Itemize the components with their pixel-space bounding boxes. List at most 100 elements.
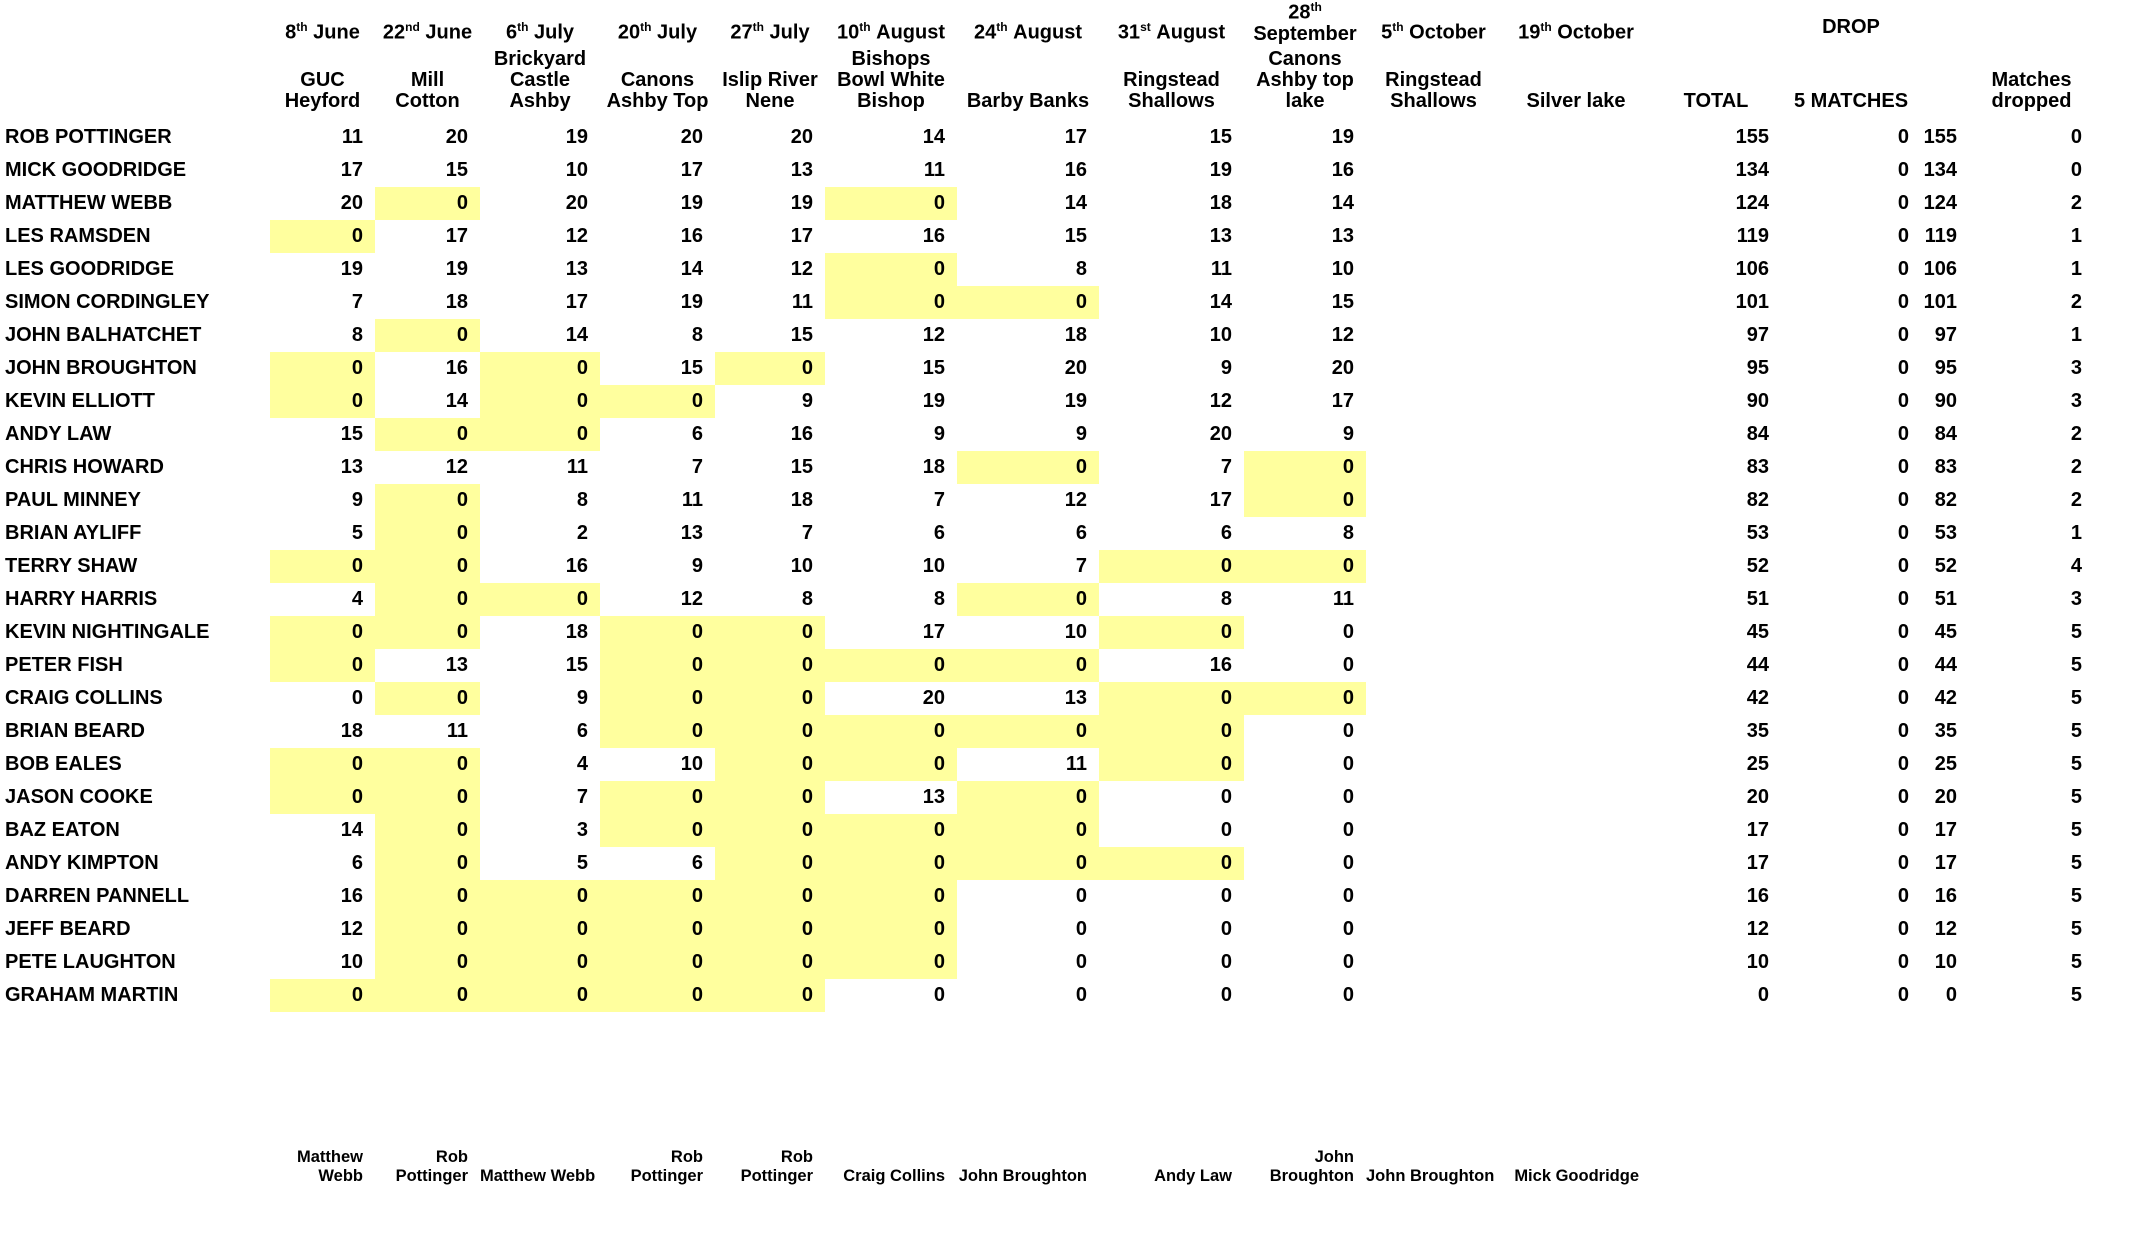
score-cell: 13 xyxy=(790,159,813,181)
score-cell: 20 xyxy=(680,126,703,148)
row-filler xyxy=(2094,814,2151,847)
five-matches-cell: 0 xyxy=(1897,984,1909,1006)
score-cell: 0 xyxy=(1220,951,1232,973)
matches-dropped-cell: 5 xyxy=(2070,720,2082,742)
score-cell: 0 xyxy=(1075,951,1087,973)
score-cell xyxy=(1366,220,1501,253)
score-cell: 8 xyxy=(1220,588,1232,610)
table-row: KEVIN NIGHTINGALE 0 0 18 0 0 17 10 0 0 45 0 45 5 xyxy=(0,616,2151,649)
score-cell: 18 xyxy=(790,489,813,511)
matches-dropped-cell: 5 xyxy=(2070,918,2082,940)
angler-name: MICK GOODRIDGE xyxy=(5,159,187,181)
matches-dropped-cell: 5 xyxy=(2070,786,2082,808)
score-cell: 9 xyxy=(1075,423,1087,445)
score-cell: 0 xyxy=(600,385,715,418)
match-winner: Craig Collins xyxy=(843,1167,945,1185)
score-cell: 0 xyxy=(1099,748,1244,781)
score-cell xyxy=(1501,979,1651,1012)
five-matches-cell: 0 xyxy=(1897,588,1909,610)
score-cell: 7 xyxy=(351,291,363,313)
score-cell: 17 xyxy=(445,225,468,247)
score-cell: 14 xyxy=(1064,192,1087,214)
score-cell: 11 xyxy=(791,291,813,313)
score-cell: 6 xyxy=(933,522,945,544)
score-cell: 13 xyxy=(445,654,468,676)
angler-name: ANDY KIMPTON xyxy=(5,852,159,874)
score-cell: 0 xyxy=(1342,918,1354,940)
matches-dropped-cell: 1 xyxy=(2070,258,2082,280)
score-cell: 9 xyxy=(1342,423,1354,445)
score-cell: 12 xyxy=(340,918,363,940)
score-cell: 0 xyxy=(600,682,715,715)
total-cell: 124 xyxy=(1735,192,1769,214)
score-cell: 19 xyxy=(790,192,813,214)
match-column-header-3: 6th July Brickyard Castle Ashby xyxy=(480,0,600,121)
table-row: TERRY SHAW 0 0 16 9 10 10 7 0 0 52 0 52 4 xyxy=(0,550,2151,583)
score-cell xyxy=(1501,121,1651,154)
total-after-drop-cell: 119 xyxy=(1924,225,1957,247)
row-filler xyxy=(2094,484,2151,517)
total-cell: 106 xyxy=(1735,258,1769,280)
match-winner: John Broughton xyxy=(958,1167,1087,1185)
score-cell xyxy=(1501,550,1651,583)
matches-dropped-cell: 2 xyxy=(2070,456,2082,478)
score-cell xyxy=(1501,352,1651,385)
score-cell: 0 xyxy=(957,715,1099,748)
total-after-drop-cell: 20 xyxy=(1934,786,1957,808)
score-cell xyxy=(1366,451,1501,484)
five-matches-cell: 0 xyxy=(1897,852,1909,874)
date-ordinal: th xyxy=(859,20,871,34)
table-row: BOB EALES 0 0 4 10 0 0 11 0 0 25 0 25 5 xyxy=(0,748,2151,781)
score-cell: 11 xyxy=(566,456,588,478)
total-cell: 10 xyxy=(1746,951,1769,973)
spacer-row xyxy=(0,1012,2151,1142)
five-matches-cell: 0 xyxy=(1897,819,1909,841)
five-matches-cell: 0 xyxy=(1897,357,1909,379)
score-cell: 7 xyxy=(691,456,703,478)
drop-label: DROP xyxy=(1822,16,1880,38)
total-cell: 53 xyxy=(1746,522,1769,544)
matches-dropped-cell: 2 xyxy=(2070,489,2082,511)
row-filler xyxy=(2094,121,2151,154)
total-after-drop-column-header xyxy=(1921,0,1969,121)
score-cell: 0 xyxy=(715,682,825,715)
matches-dropped-label-line1: Matches xyxy=(1991,69,2072,91)
angler-name: TERRY SHAW xyxy=(5,555,138,577)
matches-dropped-cell: 1 xyxy=(2070,225,2082,247)
score-cell: 0 xyxy=(375,583,480,616)
row-filler xyxy=(2094,286,2151,319)
table-row: DARREN PANNELL 16 0 0 0 0 0 0 0 0 16 0 16 5 xyxy=(0,880,2151,913)
matches-dropped-cell: 5 xyxy=(2070,753,2082,775)
matches-dropped-cell: 2 xyxy=(2070,291,2082,313)
row-filler xyxy=(2094,418,2151,451)
score-cell xyxy=(1501,649,1651,682)
score-cell: 15 xyxy=(445,159,468,181)
total-after-drop-cell: 0 xyxy=(1945,984,1957,1006)
score-cell: 0 xyxy=(375,484,480,517)
score-cell: 10 xyxy=(680,753,703,775)
date-ordinal: th xyxy=(296,20,308,34)
score-cell xyxy=(1366,517,1501,550)
score-cell: 15 xyxy=(790,456,813,478)
five-matches-cell: 0 xyxy=(1897,291,1909,313)
row-filler xyxy=(2094,616,2151,649)
table-row: SIMON CORDINGLEY 7 18 17 19 11 0 0 14 15 101 0 101 2 xyxy=(0,286,2151,319)
score-cell: 18 xyxy=(445,291,468,313)
winners-filler xyxy=(1969,1142,2094,1186)
match-date: 5th October xyxy=(1381,20,1486,44)
score-cell: 0 xyxy=(600,946,715,979)
match-venue: Brickyard Castle Ashby xyxy=(493,48,587,112)
score-cell: 7 xyxy=(801,522,813,544)
score-cell: 0 xyxy=(375,682,480,715)
score-cell: 0 xyxy=(715,880,825,913)
score-cell: 0 xyxy=(715,616,825,649)
date-ordinal: th xyxy=(996,20,1008,34)
five-matches-cell: 0 xyxy=(1897,951,1909,973)
row-filler xyxy=(2094,649,2151,682)
score-cell xyxy=(1501,946,1651,979)
match-venue: GUC Heyford xyxy=(284,69,361,112)
score-cell: 0 xyxy=(957,847,1099,880)
score-cell xyxy=(1501,913,1651,946)
score-cell xyxy=(1366,946,1501,979)
table-row: ANDY KIMPTON 6 0 5 6 0 0 0 0 0 17 0 17 5 xyxy=(0,847,2151,880)
